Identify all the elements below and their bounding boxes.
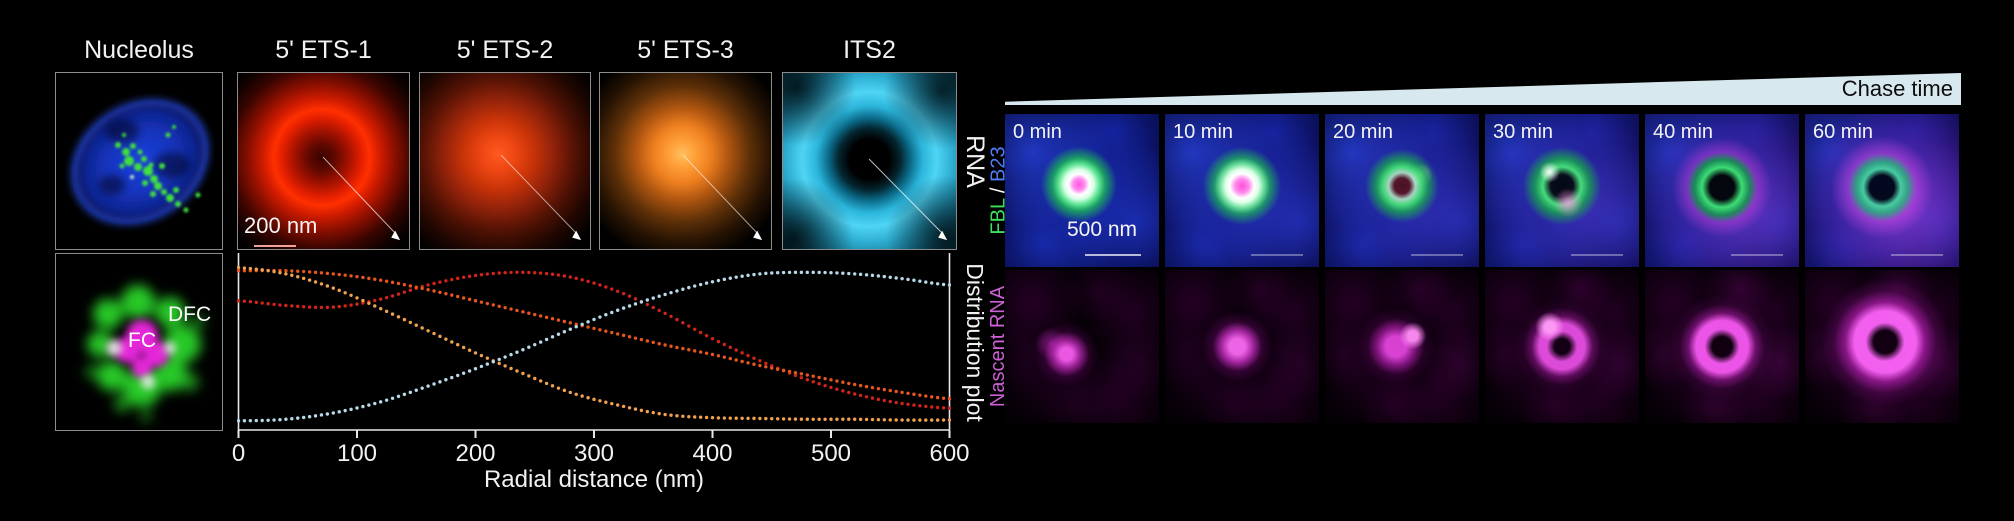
arrow-annotation-icon	[682, 154, 763, 241]
scale-bar	[1891, 254, 1943, 256]
nascent-rna-feature	[1325, 270, 1479, 423]
5ets3-micrograph	[599, 72, 772, 250]
x-tick-label: 400	[692, 440, 733, 467]
time-label-10min: 10 min	[1173, 121, 1234, 143]
5ets1-micrograph: 200 nm	[237, 72, 410, 250]
time-label-30min: 30 min	[1493, 121, 1554, 143]
x-tick-label: 0	[231, 440, 246, 467]
scale-bar-label: 200 nm	[244, 213, 318, 238]
x-tick-label: 500	[810, 440, 852, 467]
nascent-rna-feature	[1485, 270, 1639, 423]
x-tick-label: 600	[929, 440, 970, 467]
fbl-b23-image-30min: 30 min	[1485, 114, 1639, 267]
time-label-40min: 40 min	[1653, 121, 1714, 143]
fbl-b23-image-60min: 60 min	[1805, 114, 1959, 267]
nascent-rna-feature	[1005, 270, 1159, 423]
arrow-annotation-icon	[322, 156, 401, 241]
x-axis-title: Radial distance (nm)	[483, 466, 705, 493]
nucleolus-feature	[1645, 114, 1799, 267]
x-tick-label: 300	[573, 440, 615, 467]
nascent-rna-feature	[1645, 270, 1799, 423]
chase-time-label: Chase time	[1841, 76, 1953, 101]
fbl-channel-label: FBL	[987, 198, 1010, 235]
dfc-label: DFC	[168, 303, 212, 326]
channel-label-fbl-b23: FBL / B23	[986, 114, 1012, 267]
scale-bar-label-500nm: 500 nm	[1067, 218, 1138, 241]
scale-bar	[1251, 254, 1303, 256]
fc-dfc-micrograph: DFC FC	[55, 253, 223, 431]
b23-channel-label: B23	[987, 146, 1010, 182]
scale-bar	[254, 245, 296, 247]
fc-label: FC	[128, 329, 156, 352]
nucleus-illustration	[71, 99, 209, 225]
fbl-b23-image-10min: 10 min	[1165, 114, 1319, 267]
fbl-b23-image-40min: 40 min	[1645, 114, 1799, 267]
nascent-rna-image-60min	[1805, 270, 1959, 423]
nascent-rna-feature	[1805, 270, 1959, 423]
nascent-rna-image-30min	[1485, 270, 1639, 423]
nucleolus-feature	[1005, 114, 1159, 267]
scale-bar	[1085, 254, 1141, 256]
channel-separator: /	[987, 181, 1010, 199]
fc-dfc-illustration	[85, 285, 205, 422]
nascent-rna-image-0min	[1005, 270, 1159, 423]
nucleolus-feature	[1805, 114, 1959, 267]
x-tick-label: 100	[336, 440, 378, 467]
scale-bar	[1411, 254, 1463, 256]
plot-canvas	[236, 253, 952, 438]
nascent-rna-feature	[1165, 270, 1319, 423]
distribution-plot	[236, 253, 952, 443]
column-title-5ets1: 5' ETS-1	[275, 36, 372, 64]
column-title-5ets2: 5' ETS-2	[456, 36, 554, 64]
5ets2-micrograph	[419, 72, 591, 250]
scale-bar	[1571, 254, 1623, 256]
time-label-20min: 20 min	[1333, 121, 1394, 143]
nucleolus-feature	[1485, 114, 1639, 267]
x-axis-tick-labels: 0 100 200 300 400 500 600	[232, 440, 970, 468]
scale-bar	[1731, 254, 1783, 256]
column-title-its2: ITS2	[843, 36, 896, 64]
channel-label-nascent-rna: Nascent RNA	[987, 285, 1010, 408]
fbl-b23-image-20min: 20 min	[1325, 114, 1479, 267]
time-label-60min: 60 min	[1813, 121, 1874, 143]
its2-micrograph	[782, 72, 957, 250]
fbl-b23-image-0min: 0 min 500 nm	[1005, 114, 1159, 267]
nucleolus-feature	[1165, 114, 1319, 267]
time-label-0min: 0 min	[1013, 121, 1062, 143]
nucleolus-feature	[1325, 114, 1479, 267]
column-title-nucleolus: Nucleolus	[84, 36, 194, 64]
nascent-rna-image-10min	[1165, 270, 1319, 423]
nucleolus-micrograph	[55, 72, 223, 250]
chase-time-wedge: Chase time	[1005, 72, 1961, 105]
arrow-annotation-icon	[500, 154, 582, 241]
x-tick-label: 200	[455, 440, 496, 467]
nascent-rna-image-20min	[1325, 270, 1479, 423]
nascent-rna-image-40min	[1645, 270, 1799, 423]
arrow-annotation-icon	[868, 158, 948, 241]
column-title-5ets3: 5' ETS-3	[637, 36, 734, 64]
